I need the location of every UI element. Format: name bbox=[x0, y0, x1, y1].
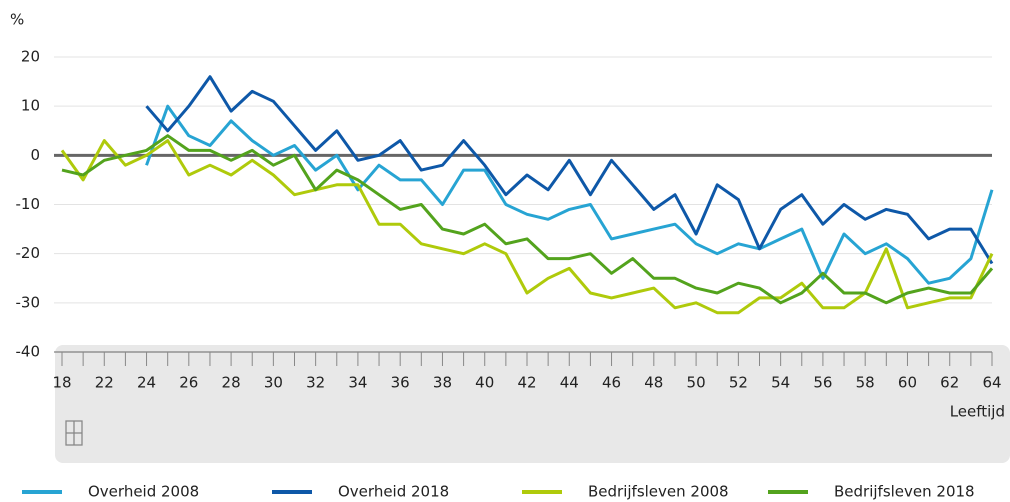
y-tick-label: -40 bbox=[16, 343, 41, 361]
x-tick-label: 50 bbox=[687, 374, 706, 392]
x-tick-label: 38 bbox=[433, 374, 452, 392]
line-series bbox=[61, 134, 994, 305]
x-tick-label: 42 bbox=[517, 374, 536, 392]
x-tick-label: 18 bbox=[52, 374, 71, 392]
x-tick-label: 48 bbox=[644, 374, 663, 392]
x-tick-label: 32 bbox=[306, 374, 325, 392]
line-series bbox=[60, 139, 994, 315]
line-series bbox=[145, 75, 994, 265]
x-tick-label: 44 bbox=[560, 374, 579, 392]
y-unit: % bbox=[10, 11, 24, 29]
x-tick-label: 36 bbox=[391, 374, 410, 392]
x-tick-label: 54 bbox=[771, 374, 790, 392]
x-axis-label: Leeftijd bbox=[950, 403, 1005, 421]
x-tick-label: 30 bbox=[264, 374, 283, 392]
x-tick-label: 58 bbox=[856, 374, 875, 392]
x-tick-label: 52 bbox=[729, 374, 748, 392]
legend-label: Overheid 2018 bbox=[338, 483, 449, 501]
x-tick-label: 26 bbox=[179, 374, 198, 392]
x-tick-label: 22 bbox=[95, 374, 114, 392]
x-tick-label: 24 bbox=[137, 374, 156, 392]
y-tick-label: 0 bbox=[30, 146, 40, 164]
x-tick-label: 40 bbox=[475, 374, 494, 392]
y-tick-label: 20 bbox=[21, 48, 40, 66]
line-series bbox=[145, 104, 994, 285]
axis-panel bbox=[55, 345, 1010, 463]
x-tick-label: 62 bbox=[940, 374, 959, 392]
x-tick-label: 64 bbox=[982, 374, 1001, 392]
x-tick-label: 34 bbox=[348, 374, 367, 392]
x-tick-label: 46 bbox=[602, 374, 621, 392]
logo bbox=[65, 420, 83, 446]
legend-label: Bedrijfsleven 2008 bbox=[588, 483, 729, 501]
x-tick-label: 56 bbox=[813, 374, 832, 392]
y-tick-label: -30 bbox=[16, 293, 41, 311]
y-tick-label: -20 bbox=[16, 244, 41, 262]
legend-label: Overheid 2008 bbox=[88, 483, 199, 501]
y-tick-label: 10 bbox=[21, 97, 40, 115]
x-tick-label: 28 bbox=[222, 374, 241, 392]
y-tick-label: -10 bbox=[16, 195, 41, 213]
legend-label: Bedrijfsleven 2018 bbox=[834, 483, 975, 501]
x-tick-label: 60 bbox=[898, 374, 917, 392]
